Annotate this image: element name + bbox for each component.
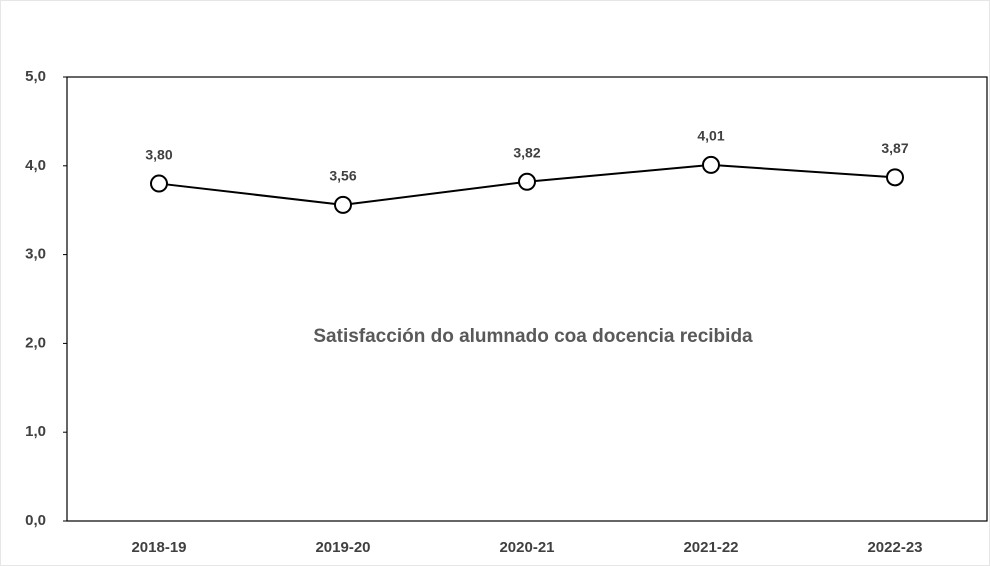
plot-area [66, 76, 988, 522]
y-tick-label: 2,0 [25, 334, 46, 351]
y-tick-label: 4,0 [25, 157, 46, 174]
point [150, 174, 168, 193]
x-tick-label: 2020-21 [499, 539, 554, 556]
point [334, 195, 352, 214]
point [886, 168, 904, 187]
chart-title: Satisfacción do alumnado coa docencia re… [313, 326, 753, 347]
x-tick-label: 2021-22 [683, 539, 738, 556]
x-tick-label: 2022-23 [867, 539, 922, 556]
x-tick-label: 2018-19 [131, 539, 186, 556]
point [518, 172, 536, 191]
y-tick-label: 3,0 [25, 246, 46, 263]
data-label: 3,80 [145, 146, 172, 162]
point [702, 155, 720, 174]
y-tick-label: 0,0 [25, 512, 46, 529]
x-tick-label: 2019-20 [315, 539, 370, 556]
y-tick-label: 1,0 [25, 423, 46, 440]
data-label: 3,87 [881, 140, 908, 156]
data-label: 3,56 [329, 168, 356, 184]
data-label: 4,01 [697, 128, 724, 144]
data-label: 3,82 [513, 144, 540, 160]
y-tick-label: 5,0 [25, 68, 46, 85]
